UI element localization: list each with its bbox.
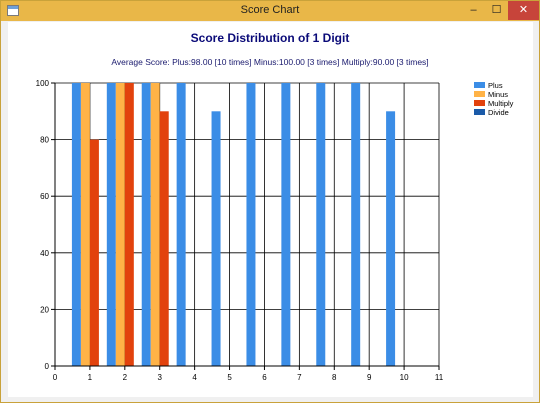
x-tick-label: 2 [123,373,128,382]
bar-minus [115,83,125,366]
title-bar[interactable]: Score Chart – ☐ ✕ [1,1,539,21]
legend-label-divide: Divide [488,108,509,117]
bar-plus [281,83,291,366]
legend-swatch-minus [474,91,485,97]
close-button[interactable]: ✕ [508,1,539,20]
legend-swatch-divide [474,109,485,115]
bar-minus [80,83,90,366]
x-tick-label: 5 [227,373,232,382]
bar-plus [386,111,396,366]
legend-swatch-multiply [474,100,485,106]
y-tick-label: 0 [45,362,50,371]
x-tick-label: 0 [53,373,58,382]
x-tick-label: 11 [435,373,444,382]
axes: 0 1 2 3 4 5 6 7 8 9 10 11 0 20 40 60 80 100 [36,79,444,382]
bar-plus [211,111,221,366]
y-tick-label: 100 [36,79,50,88]
x-tick-label: 3 [158,373,163,382]
bar-plus [316,83,326,366]
bar-plus [351,83,361,366]
y-tick-label: 80 [40,136,49,145]
legend-label-minus: Minus [488,90,508,99]
bar-plus [71,83,81,366]
chart-subtitle: Average Score: Plus:98.00 [10 times] Min… [111,57,428,67]
legend-label-plus: Plus [488,81,503,90]
x-tick-label: 10 [400,373,409,382]
legend-swatch-plus [474,82,485,88]
bar-plus [246,83,256,366]
bar-minus [150,83,160,366]
bar-multiply [159,111,169,366]
x-tick-label: 7 [297,373,302,382]
minimize-button[interactable]: – [470,4,477,16]
chart-title: Score Distribution of 1 Digit [191,31,350,45]
app-icon[interactable] [7,5,19,16]
x-tick-label: 6 [262,373,267,382]
bar-plus [106,83,116,366]
x-tick-label: 9 [367,373,372,382]
bar-multiply [124,83,134,366]
chart-area: Score Distribution of 1 Digit Average Sc… [8,22,533,397]
legend-label-multiply: Multiply [488,99,514,108]
bar-multiply [89,139,99,366]
window-title: Score Chart [240,4,300,16]
bars [71,83,396,366]
bar-plus [176,83,186,366]
x-tick-label: 1 [88,373,93,382]
maximize-button[interactable]: ☐ [491,4,502,16]
y-tick-label: 60 [40,192,49,201]
score-chart: Score Distribution of 1 Digit Average Sc… [36,31,514,382]
y-tick-label: 40 [40,249,49,258]
y-tick-label: 20 [40,305,49,314]
bar-plus [141,83,151,366]
x-tick-label: 4 [192,373,197,382]
x-tick-label: 8 [332,373,337,382]
